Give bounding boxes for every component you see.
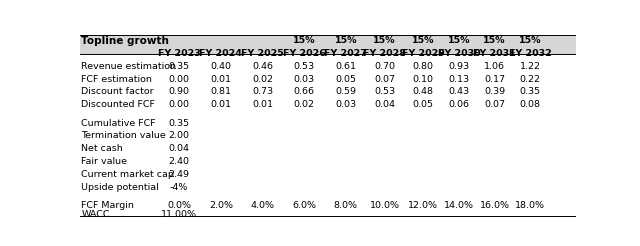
Text: FY 2027: FY 2027 — [324, 49, 367, 58]
Text: 0.06: 0.06 — [449, 100, 470, 109]
Text: FY 2025: FY 2025 — [241, 49, 284, 58]
Text: Cumulative FCF: Cumulative FCF — [81, 119, 156, 127]
Text: 0.01: 0.01 — [211, 100, 232, 109]
Text: 0.07: 0.07 — [484, 100, 505, 109]
Text: 2.00: 2.00 — [169, 131, 189, 140]
Text: 11.00%: 11.00% — [161, 210, 197, 219]
Text: Discount factor: Discount factor — [81, 88, 154, 96]
Text: 0.59: 0.59 — [335, 88, 356, 96]
Text: 2.49: 2.49 — [169, 170, 189, 179]
Text: 0.35: 0.35 — [520, 88, 541, 96]
Text: 0.90: 0.90 — [169, 88, 189, 96]
Text: FCF Margin: FCF Margin — [81, 201, 134, 210]
Text: FY 2028: FY 2028 — [363, 49, 406, 58]
Text: 15%: 15% — [483, 36, 506, 45]
Text: -4%: -4% — [170, 183, 188, 192]
Text: 8.0%: 8.0% — [334, 201, 358, 210]
Text: FY 2024: FY 2024 — [200, 49, 243, 58]
Text: 0.04: 0.04 — [169, 144, 189, 153]
Text: WACC: WACC — [81, 210, 110, 219]
Text: FY 2032: FY 2032 — [509, 49, 552, 58]
Text: Revenue estimation: Revenue estimation — [81, 62, 177, 71]
Text: 0.03: 0.03 — [294, 75, 315, 84]
Text: 15%: 15% — [293, 36, 316, 45]
Text: 0.40: 0.40 — [211, 62, 232, 71]
Text: 1.06: 1.06 — [484, 62, 505, 71]
Text: 16.0%: 16.0% — [479, 201, 509, 210]
Text: 0.35: 0.35 — [168, 62, 190, 71]
Text: 0.04: 0.04 — [374, 100, 395, 109]
Text: 0.01: 0.01 — [211, 75, 232, 84]
Text: FCF estimation: FCF estimation — [81, 75, 152, 84]
Text: 0.48: 0.48 — [413, 88, 434, 96]
Text: 0.66: 0.66 — [294, 88, 315, 96]
Text: 0.73: 0.73 — [252, 88, 273, 96]
Text: 0.10: 0.10 — [413, 75, 434, 84]
Text: 0.08: 0.08 — [520, 100, 541, 109]
Text: 0.00: 0.00 — [169, 100, 189, 109]
Text: 0.81: 0.81 — [211, 88, 232, 96]
Text: 0.43: 0.43 — [449, 88, 470, 96]
Text: 0.46: 0.46 — [252, 62, 273, 71]
Text: 0.17: 0.17 — [484, 75, 505, 84]
Text: 0.01: 0.01 — [252, 100, 273, 109]
Text: 0.05: 0.05 — [413, 100, 434, 109]
Text: 0.02: 0.02 — [294, 100, 315, 109]
Text: 2.0%: 2.0% — [209, 201, 233, 210]
Text: FY 2029: FY 2029 — [402, 49, 445, 58]
Text: 0.53: 0.53 — [374, 88, 395, 96]
Text: Discounted FCF: Discounted FCF — [81, 100, 156, 109]
Text: 2.40: 2.40 — [169, 157, 189, 166]
Text: 18.0%: 18.0% — [515, 201, 545, 210]
Text: 0.53: 0.53 — [294, 62, 315, 71]
Text: 14.0%: 14.0% — [444, 201, 474, 210]
Text: Topline growth: Topline growth — [81, 36, 170, 46]
Text: 15%: 15% — [373, 36, 396, 45]
Text: 12.0%: 12.0% — [408, 201, 438, 210]
Text: 0.13: 0.13 — [449, 75, 470, 84]
Text: Current market cap: Current market cap — [81, 170, 174, 179]
Text: 0.61: 0.61 — [335, 62, 356, 71]
Text: 15%: 15% — [519, 36, 541, 45]
Text: 1.22: 1.22 — [520, 62, 541, 71]
Text: 0.70: 0.70 — [374, 62, 395, 71]
Text: Termination value: Termination value — [81, 131, 166, 140]
Text: 15%: 15% — [335, 36, 357, 45]
Text: 0.93: 0.93 — [449, 62, 470, 71]
Text: 0.0%: 0.0% — [167, 201, 191, 210]
Text: 0.03: 0.03 — [335, 100, 356, 109]
Text: 15%: 15% — [412, 36, 435, 45]
Text: 4.0%: 4.0% — [250, 201, 275, 210]
Text: 0.22: 0.22 — [520, 75, 541, 84]
Text: 6.0%: 6.0% — [292, 201, 316, 210]
Text: 10.0%: 10.0% — [369, 201, 399, 210]
Text: FY 2030: FY 2030 — [438, 49, 480, 58]
Text: Fair value: Fair value — [81, 157, 127, 166]
Text: 0.80: 0.80 — [413, 62, 434, 71]
Text: 0.00: 0.00 — [169, 75, 189, 84]
Text: Net cash: Net cash — [81, 144, 124, 153]
Text: FY 2023: FY 2023 — [158, 49, 200, 58]
Text: 0.02: 0.02 — [252, 75, 273, 84]
Text: 0.39: 0.39 — [484, 88, 505, 96]
Text: 0.35: 0.35 — [168, 119, 190, 127]
Text: FY 2031: FY 2031 — [474, 49, 516, 58]
Text: FY 2026: FY 2026 — [283, 49, 326, 58]
Text: 0.07: 0.07 — [374, 75, 395, 84]
FancyBboxPatch shape — [80, 35, 576, 54]
Text: 15%: 15% — [448, 36, 470, 45]
Text: 0.05: 0.05 — [335, 75, 356, 84]
Text: Upside potential: Upside potential — [81, 183, 159, 192]
